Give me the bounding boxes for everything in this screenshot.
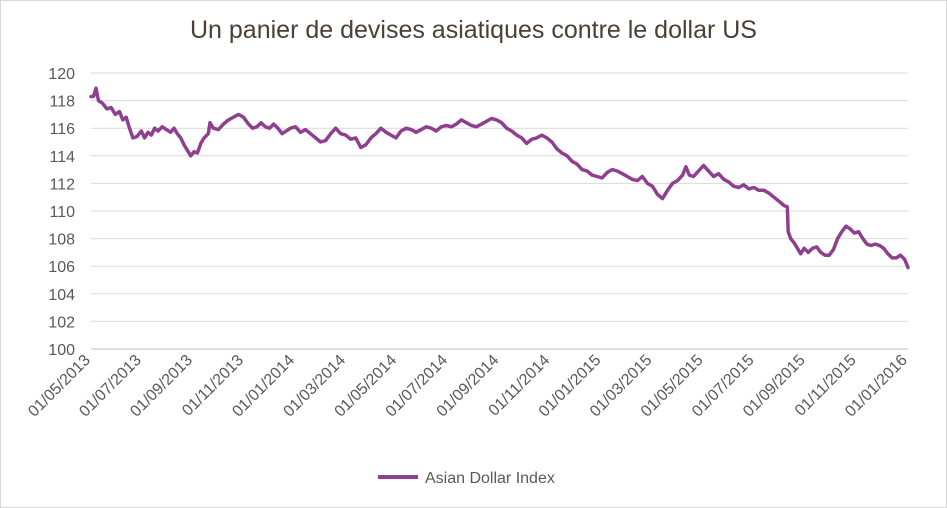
y-tick-label: 104 [48,287,75,304]
series-layer [89,86,910,270]
y-tick-label: 112 [49,176,75,193]
y-tick-label: 106 [48,259,75,276]
y-tick-label: 108 [48,232,75,249]
gridlines [91,72,908,350]
y-tick-label: 114 [49,149,75,166]
legend[interactable]: Asian Dollar Index [378,470,555,487]
legend-label-series-1: Asian Dollar Index [425,470,555,487]
y-tick-label: 116 [49,121,75,138]
y-tick-label: 120 [48,66,75,83]
y-tick-label: 102 [48,314,75,331]
y-tick-label: 100 [48,342,75,359]
y-axis-ticks: 100 102 104 106 108 110 112 114 116 118 120 [48,66,75,359]
series-line-1[interactable] [89,86,910,270]
x-axis-ticks: 01/05/201301/07/201301/09/201301/11/2013… [25,352,911,421]
y-tick-label: 110 [49,204,75,221]
chart-title: Un panier de devises asiatiques contre l… [190,16,757,44]
y-tick-label: 118 [49,94,75,111]
